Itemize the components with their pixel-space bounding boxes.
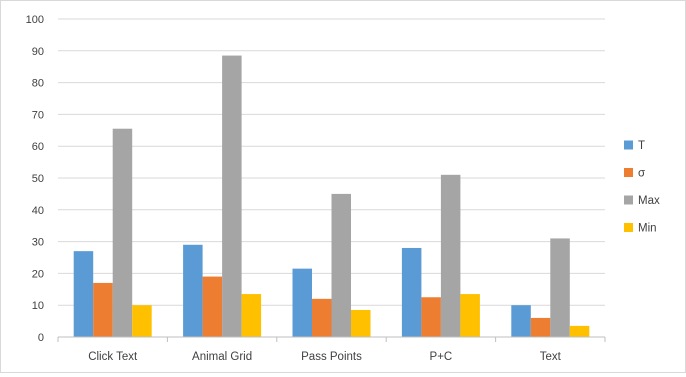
legend-label: T bbox=[638, 140, 645, 152]
y-tick-label: 10 bbox=[32, 300, 44, 312]
bar-max-2 bbox=[331, 193, 351, 337]
x-tick-label: P+C bbox=[430, 351, 453, 363]
bar-min-4 bbox=[569, 325, 590, 337]
y-tick-label: 90 bbox=[32, 46, 44, 58]
gridlines bbox=[58, 18, 605, 306]
bar-min-2 bbox=[351, 309, 371, 337]
bar-t-3 bbox=[401, 247, 422, 337]
bar-max-1 bbox=[222, 55, 242, 337]
legend-swatch bbox=[624, 195, 633, 205]
x-tick-label: Pass Points bbox=[301, 351, 362, 363]
legend: Tσ Max Min bbox=[624, 140, 660, 235]
y-axis-tick-labels: 0 10 20 30 40 50 60 70 80 90 100 bbox=[26, 14, 44, 344]
bar--1 bbox=[202, 276, 223, 337]
y-tick-label: 0 bbox=[38, 332, 44, 344]
y-tick-label: 30 bbox=[32, 237, 44, 249]
bar-min-0 bbox=[132, 305, 152, 337]
bar--3 bbox=[421, 297, 441, 337]
bar-max-4 bbox=[550, 238, 570, 337]
bar-max-3 bbox=[440, 174, 461, 337]
legend-swatch bbox=[624, 168, 633, 177]
x-tick-label: Text bbox=[540, 351, 562, 363]
bar-max-0 bbox=[112, 128, 133, 337]
legend-label: Min bbox=[638, 223, 657, 235]
y-tick-label: 40 bbox=[32, 205, 44, 217]
x-axis bbox=[57, 336, 606, 342]
bar-t-1 bbox=[183, 244, 203, 337]
y-tick-label: 60 bbox=[32, 141, 44, 153]
y-tick-label: 50 bbox=[32, 173, 44, 185]
legend-swatch bbox=[624, 140, 633, 150]
bar--2 bbox=[312, 298, 332, 337]
bar-min-3 bbox=[460, 294, 480, 337]
y-tick-label: 80 bbox=[32, 78, 44, 90]
legend-swatch bbox=[624, 223, 633, 232]
legend-label: σ bbox=[638, 168, 645, 180]
bar--4 bbox=[530, 317, 551, 337]
bar-t-4 bbox=[511, 305, 531, 337]
x-tick-label: Click Text bbox=[88, 351, 138, 363]
y-tick-label: 100 bbox=[26, 14, 44, 26]
bar--0 bbox=[93, 282, 113, 337]
bar-t-2 bbox=[292, 268, 312, 337]
bar-t-0 bbox=[73, 251, 94, 337]
y-tick-label: 70 bbox=[32, 109, 44, 121]
y-tick-label: 20 bbox=[32, 268, 44, 280]
bar-min-1 bbox=[241, 294, 262, 337]
x-axis-tick-labels: Click Text Animal Grid Pass Points P+C Text bbox=[88, 351, 561, 363]
bars bbox=[73, 55, 590, 337]
x-tick-label: Animal Grid bbox=[192, 351, 252, 363]
legend-label: Max bbox=[638, 195, 660, 207]
